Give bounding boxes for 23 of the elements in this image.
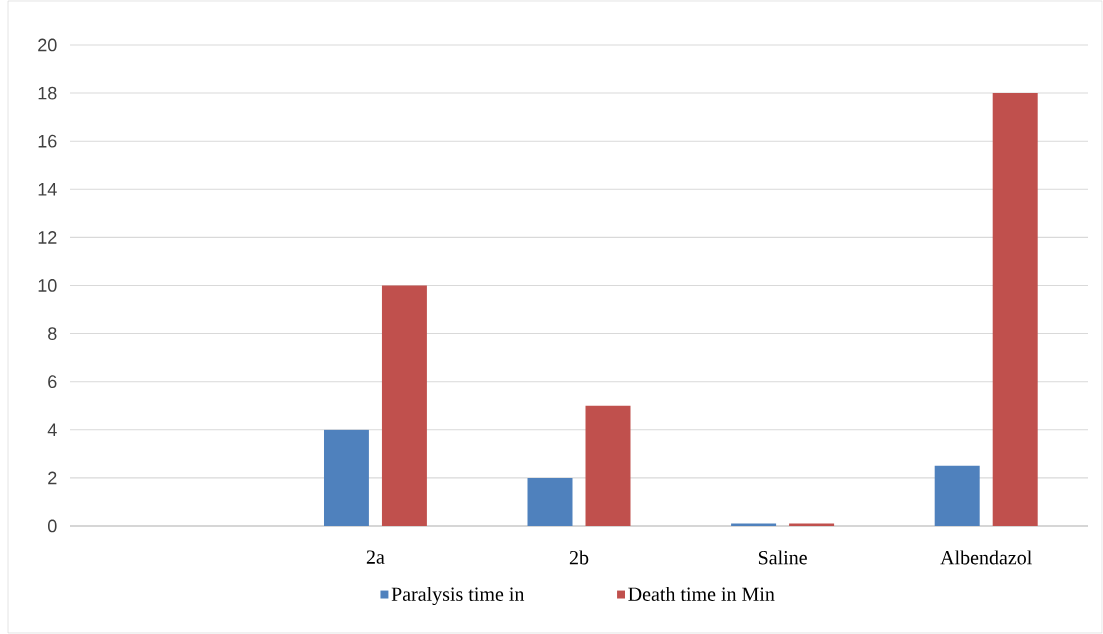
y-tick-label: 6 bbox=[48, 375, 57, 389]
bar bbox=[934, 465, 980, 526]
bar bbox=[323, 429, 369, 526]
y-tick-label: 0 bbox=[48, 519, 57, 533]
y-tick-label: 16 bbox=[38, 134, 57, 148]
y-tick-label: 20 bbox=[38, 38, 57, 52]
bar bbox=[381, 285, 427, 526]
y-tick-label: 4 bbox=[47, 423, 57, 436]
legend-label: Paralysis time in bbox=[391, 586, 525, 606]
legend-label: Death time in Min bbox=[628, 586, 775, 601]
y-tick-label: 12 bbox=[38, 231, 57, 244]
y-tick-label: 10 bbox=[38, 279, 57, 292]
y-tick-label: 14 bbox=[38, 183, 57, 196]
bar bbox=[527, 477, 573, 526]
x-tick-label: Saline bbox=[758, 550, 807, 565]
y-tick-label: 8 bbox=[48, 327, 57, 340]
y-tick-label: 18 bbox=[38, 86, 57, 100]
x-tick-label: Albendazol bbox=[940, 550, 1032, 565]
bar bbox=[585, 405, 631, 526]
x-tick-label: 2a bbox=[366, 550, 385, 564]
x-tick-label: 2b bbox=[569, 550, 589, 565]
y-tick-label: 2 bbox=[48, 471, 57, 485]
bar bbox=[992, 93, 1038, 526]
